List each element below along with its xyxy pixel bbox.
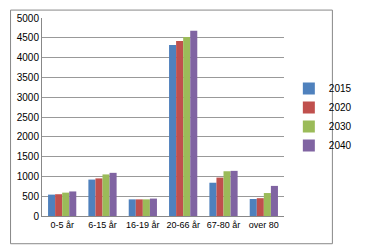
- svg-text:3500: 3500: [17, 72, 40, 83]
- svg-text:6-15 år: 6-15 år: [88, 220, 117, 230]
- svg-text:4000: 4000: [17, 52, 40, 63]
- svg-text:16-19 år: 16-19 år: [126, 220, 160, 230]
- svg-text:20-66 år: 20-66 år: [166, 220, 200, 230]
- svg-text:2040: 2040: [329, 140, 352, 151]
- svg-text:0: 0: [33, 211, 39, 222]
- svg-text:3000: 3000: [17, 92, 40, 103]
- svg-text:67-80 år: 67-80 år: [207, 220, 241, 230]
- svg-text:2000: 2000: [17, 131, 40, 142]
- svg-text:2030: 2030: [329, 121, 352, 132]
- svg-text:1000: 1000: [17, 171, 40, 182]
- svg-text:0-5 år: 0-5 år: [50, 220, 74, 230]
- svg-text:2500: 2500: [17, 112, 40, 123]
- svg-text:5000: 5000: [17, 13, 40, 24]
- svg-text:1500: 1500: [17, 151, 40, 162]
- svg-text:over 80: over 80: [249, 220, 279, 230]
- svg-text:4500: 4500: [17, 32, 40, 43]
- svg-text:500: 500: [22, 191, 39, 202]
- svg-text:2020: 2020: [329, 102, 352, 113]
- svg-text:2015: 2015: [329, 83, 352, 94]
